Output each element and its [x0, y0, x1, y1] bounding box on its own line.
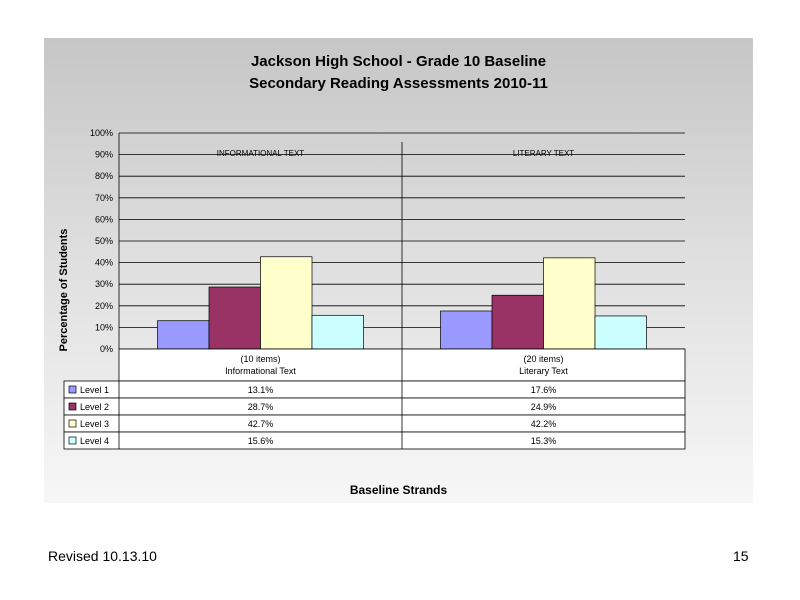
data-label: 24.9% — [531, 402, 557, 412]
y-tick-label: 100% — [90, 128, 113, 138]
y-tick-label: 80% — [95, 171, 113, 181]
category-name: Informational Text — [225, 366, 296, 376]
x-axis-label: Baseline Strands — [349, 483, 448, 497]
chart-subtitle: Secondary Reading Assessments 2010-11 — [249, 75, 548, 92]
table-row — [63, 380, 686, 399]
bar — [157, 320, 210, 350]
legend-swatch — [68, 385, 77, 394]
legend-swatch — [68, 419, 77, 428]
revised-date: Revised 10.13.10 — [48, 548, 157, 564]
bar — [594, 315, 647, 350]
bar — [543, 257, 596, 350]
page-number: 15 — [733, 548, 749, 564]
category-item-count: (10 items) — [240, 354, 280, 364]
legend-label: Level 4 — [80, 436, 109, 446]
data-label: 13.1% — [248, 385, 274, 395]
y-tick-label: 50% — [95, 236, 113, 246]
category-top-label: INFORMATIONAL TEXT — [217, 149, 305, 158]
table-row — [63, 414, 686, 433]
legend-label: Level 2 — [80, 402, 109, 412]
legend-swatch — [68, 402, 77, 411]
y-tick-label: 90% — [95, 150, 113, 160]
y-axis-label: Percentage of Students — [58, 228, 70, 352]
data-label: 15.6% — [248, 436, 274, 446]
data-label: 15.3% — [531, 436, 557, 446]
legend-label: Level 1 — [80, 385, 109, 395]
y-tick-label: 0% — [100, 344, 113, 354]
chart-title: Jackson High School - Grade 10 Baseline — [250, 53, 547, 70]
data-label: 42.2% — [531, 419, 557, 429]
data-label: 28.7% — [248, 402, 274, 412]
bar — [208, 286, 261, 350]
table-row — [63, 431, 686, 450]
category-name: Literary Text — [519, 366, 568, 376]
data-label: 42.7% — [248, 419, 274, 429]
bar — [491, 294, 544, 350]
legend-swatch — [68, 436, 77, 445]
bar — [440, 310, 493, 350]
category-item-count: (20 items) — [523, 354, 563, 364]
bar — [260, 256, 313, 350]
table-row — [63, 397, 686, 416]
chart-panel: Jackson High School - Grade 10 Baseline … — [44, 38, 753, 503]
y-tick-label: 40% — [95, 258, 113, 268]
y-tick-label: 60% — [95, 214, 113, 224]
data-label: 17.6% — [531, 385, 557, 395]
y-tick-label: 30% — [95, 279, 113, 289]
legend-label: Level 3 — [80, 419, 109, 429]
category-top-label: LITERARY TEXT — [513, 149, 574, 158]
y-tick-label: 70% — [95, 193, 113, 203]
y-tick-label: 20% — [95, 301, 113, 311]
chart-plot: 0% 10% 20% 30% 40% 50% 60% 70% 80% 90% 100% INFORMA… — [63, 128, 686, 450]
bar — [311, 314, 364, 350]
y-tick-label: 10% — [95, 322, 113, 332]
